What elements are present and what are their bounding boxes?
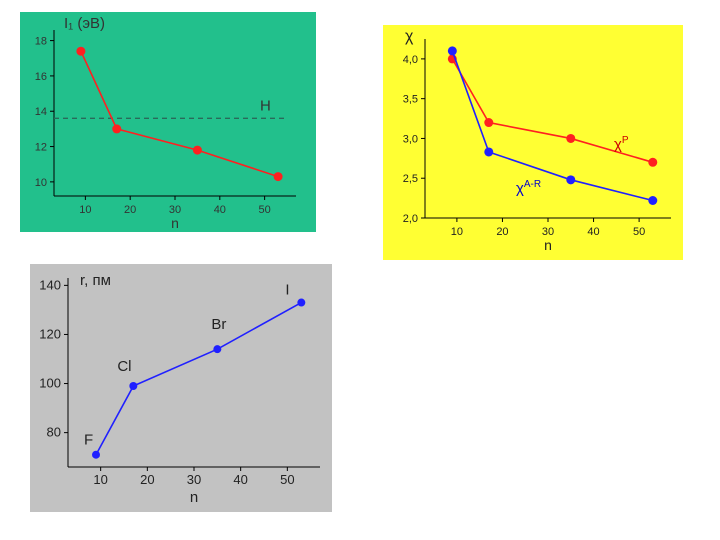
y-tick-label: 3,0 xyxy=(403,133,418,145)
data-point xyxy=(112,124,122,134)
point-label: F xyxy=(84,432,93,449)
x-axis-label: n xyxy=(171,215,179,231)
x-tick-label: 10 xyxy=(451,226,463,238)
data-point xyxy=(129,382,138,390)
series-line xyxy=(80,50,279,178)
y-tick-label: 2,0 xyxy=(403,213,418,225)
x-tick-label: 40 xyxy=(587,226,599,238)
data-point xyxy=(566,175,576,185)
atomic-radius-panel: 10 20 30 40 50 80 100 120 140 n r, пм F Cl Br I xyxy=(30,264,332,512)
y-tick-label: 140 xyxy=(39,277,61,292)
x-axis-label: n xyxy=(544,237,552,253)
data-point xyxy=(484,147,494,157)
y-axis-label: I₁ (эВ) xyxy=(64,15,105,32)
y-tick-label: 100 xyxy=(39,376,61,391)
y-axis-label: r, пм xyxy=(80,272,111,289)
y-tick-label: 120 xyxy=(39,326,61,341)
ionization-energy-panel: 10 20 30 40 50 10 12 14 16 18 n I₁ (эВ) H xyxy=(20,12,316,232)
data-point xyxy=(76,46,86,56)
ionization-energy-chart: 10 20 30 40 50 10 12 14 16 18 n I₁ (эВ) H xyxy=(35,15,296,231)
x-tick-label: 40 xyxy=(214,204,226,216)
y-tick-label: 2,5 xyxy=(403,173,418,185)
data-point xyxy=(213,345,222,354)
data-point xyxy=(297,298,306,307)
x-tick-label: 10 xyxy=(93,472,107,487)
y-tick-label: 10 xyxy=(35,177,47,189)
x-tick-label: 20 xyxy=(496,226,508,238)
x-tick-label: 40 xyxy=(233,472,247,487)
x-tick-label: 10 xyxy=(79,204,91,216)
electronegativity-chart: 10 20 30 40 50 2,0 2,5 3,0 3,5 4,0 n χ χP χA-R xyxy=(403,28,671,253)
data-point xyxy=(447,46,457,56)
x-tick-label: 20 xyxy=(124,204,136,216)
y-tick-label: 14 xyxy=(35,106,47,118)
series-label-chi-ar: χA-R xyxy=(516,179,541,197)
point-label: Cl xyxy=(117,358,131,375)
x-tick-label: 30 xyxy=(187,472,201,487)
y-tick-label: 16 xyxy=(35,71,47,83)
y-tick-label: 4,0 xyxy=(403,54,418,66)
y-tick-label: 12 xyxy=(35,142,47,154)
y-axis-label: χ xyxy=(405,28,414,45)
reference-line-label: H xyxy=(260,97,271,114)
data-point xyxy=(648,195,658,205)
series-line xyxy=(95,301,302,456)
point-label: I xyxy=(285,282,289,299)
data-point xyxy=(648,157,658,167)
point-label: Br xyxy=(211,316,226,333)
x-tick-label: 20 xyxy=(140,472,154,487)
y-tick-label: 18 xyxy=(35,36,47,48)
series-line xyxy=(451,58,654,164)
series-line xyxy=(451,50,653,202)
x-tick-label: 30 xyxy=(542,226,554,238)
data-point xyxy=(566,133,576,143)
electronegativity-panel: 10 20 30 40 50 2,0 2,5 3,0 3,5 4,0 n χ χP χA-R xyxy=(383,25,683,260)
atomic-radius-chart: 10 20 30 40 50 80 100 120 140 n r, пм F Cl Br I xyxy=(39,272,320,506)
data-point xyxy=(192,145,202,155)
y-tick-label: 80 xyxy=(47,425,61,440)
y-tick-label: 3,5 xyxy=(403,94,418,106)
data-point xyxy=(484,118,494,128)
x-tick-label: 50 xyxy=(259,204,271,216)
x-tick-label: 50 xyxy=(633,226,645,238)
x-tick-label: 50 xyxy=(280,472,294,487)
x-tick-label: 30 xyxy=(169,204,181,216)
x-axis-label: n xyxy=(190,489,198,506)
data-point xyxy=(92,450,100,459)
series-label-chi-p: χP xyxy=(614,135,629,153)
data-point xyxy=(273,172,283,182)
